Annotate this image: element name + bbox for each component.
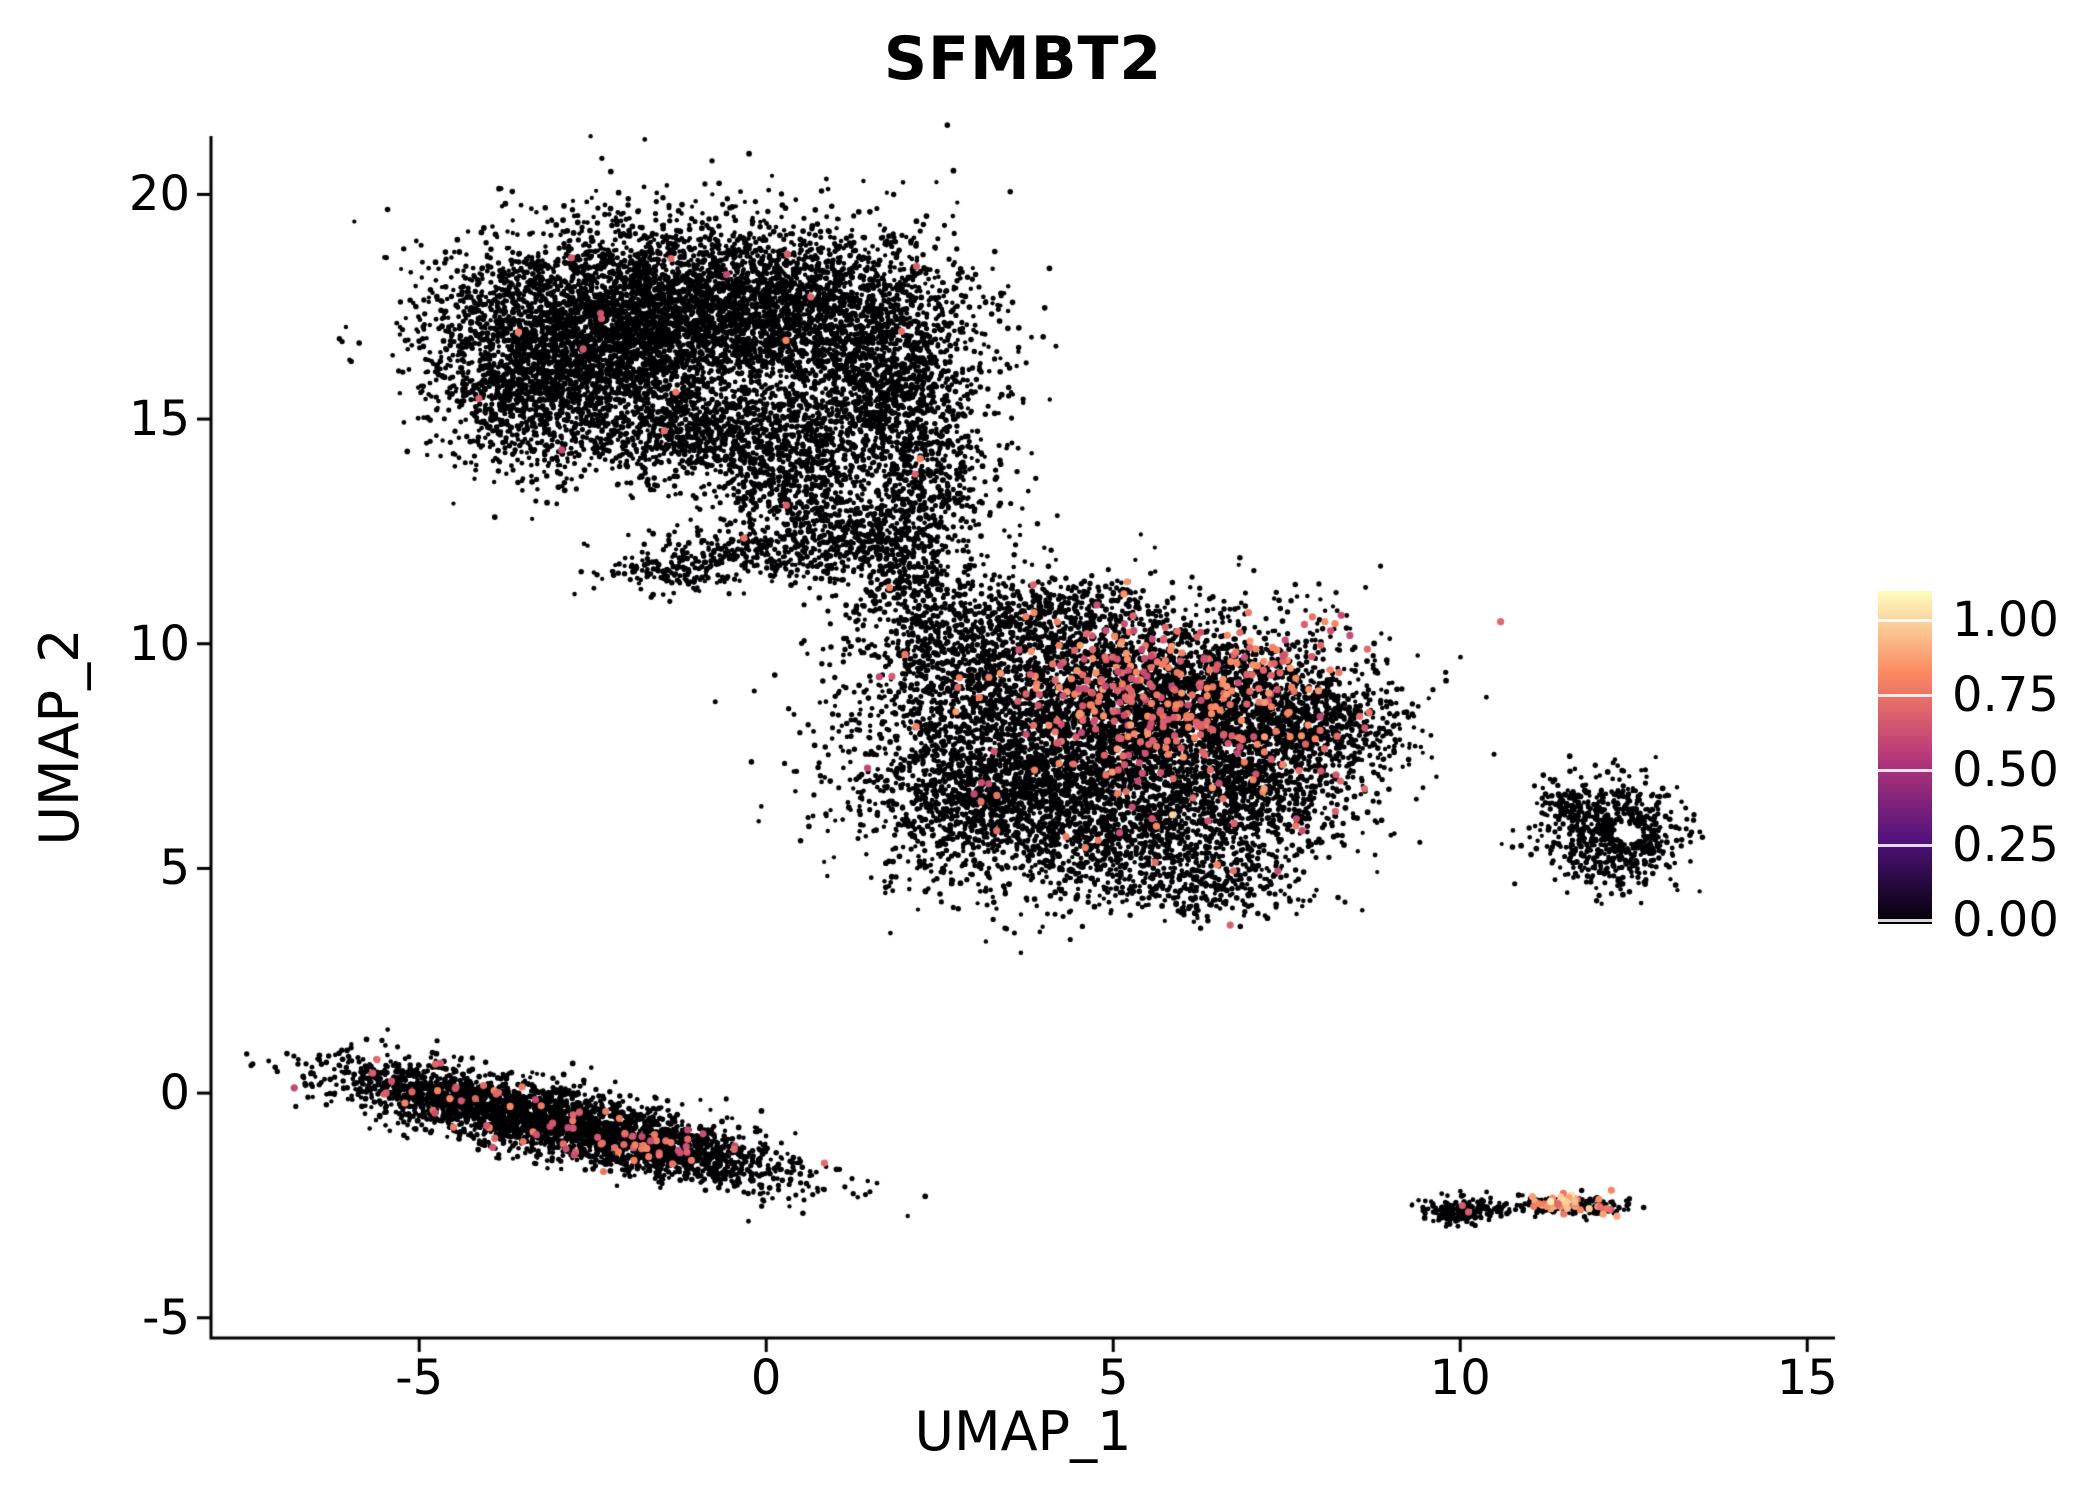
colorbar-tick bbox=[1878, 843, 1932, 847]
x-tick-label: 15 bbox=[1776, 1350, 1838, 1406]
plot-title: SFMBT2 bbox=[883, 24, 1163, 94]
x-tick-label: 10 bbox=[1429, 1350, 1491, 1406]
x-tick-label: 5 bbox=[1097, 1350, 1129, 1406]
colorbar-tick-label: 0.00 bbox=[1952, 892, 2059, 948]
colorbar-tick-label: 1.00 bbox=[1952, 592, 2059, 648]
colorbar-tick-label: 0.50 bbox=[1952, 742, 2059, 798]
y-tick-label: 10 bbox=[128, 615, 190, 672]
y-tick-label: 0 bbox=[159, 1065, 190, 1122]
colorbar-tick bbox=[1878, 618, 1932, 622]
x-tick-label: 0 bbox=[750, 1350, 782, 1406]
y-tick-label: 15 bbox=[128, 391, 190, 448]
colorbar-legend bbox=[1878, 591, 1932, 924]
colorbar-tick bbox=[1878, 768, 1932, 772]
colorbar-tick bbox=[1878, 918, 1932, 922]
colorbar-tick bbox=[1878, 693, 1932, 697]
y-tick-label: 5 bbox=[159, 840, 190, 897]
colorbar-tick-label: 0.75 bbox=[1952, 667, 2059, 723]
colorbar-tick-label: 0.25 bbox=[1952, 817, 2059, 873]
x-tick-label: -5 bbox=[395, 1350, 444, 1406]
y-axis-title: UMAP_2 bbox=[28, 628, 91, 846]
x-axis-title: UMAP_1 bbox=[914, 1400, 1132, 1463]
y-tick-label: 20 bbox=[128, 166, 190, 223]
y-tick-label: -5 bbox=[142, 1289, 190, 1346]
